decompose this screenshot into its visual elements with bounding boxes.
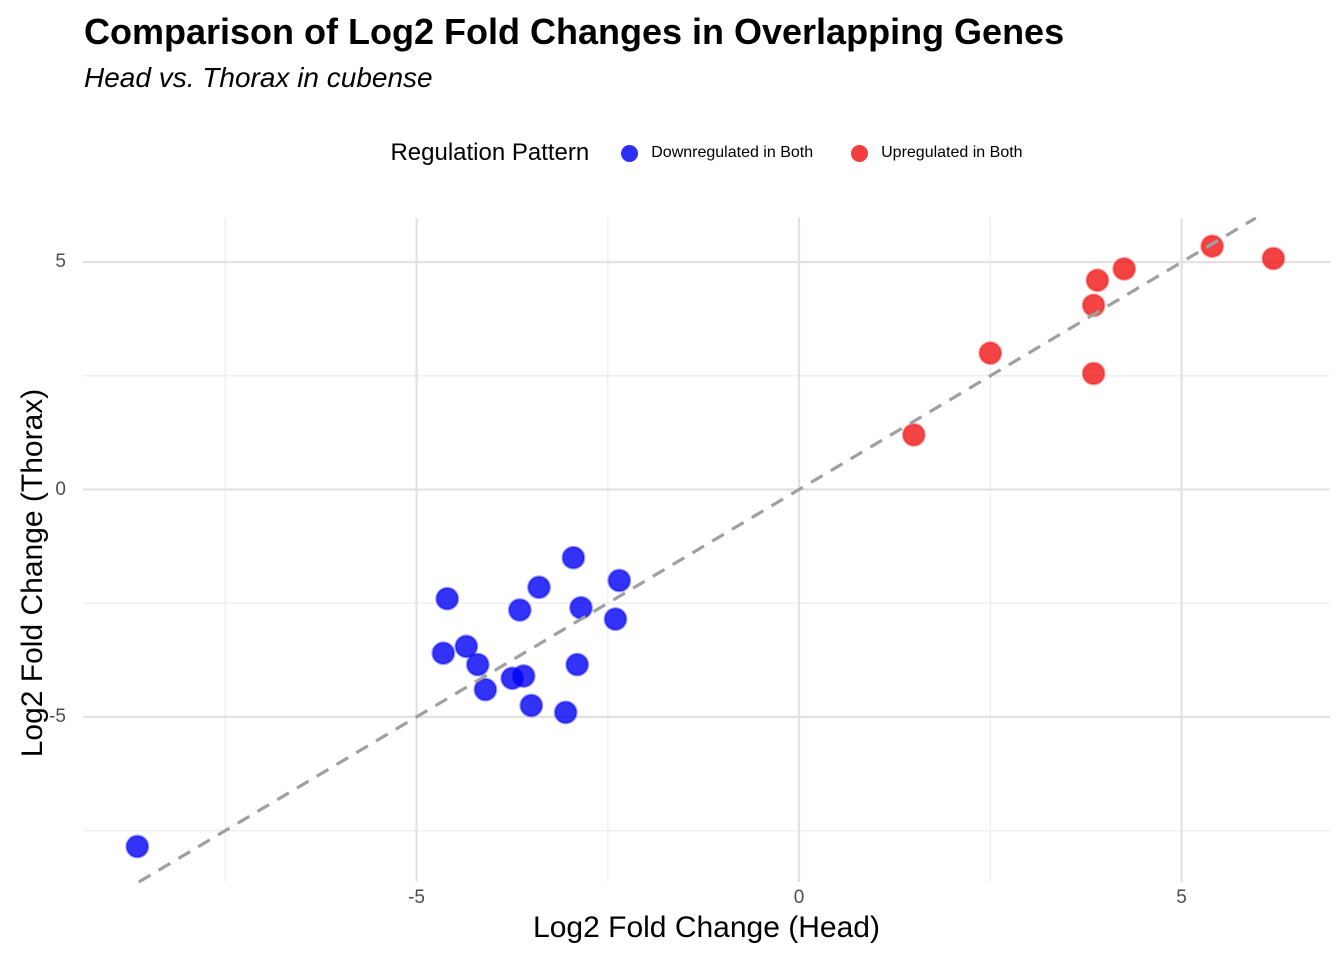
- chart-subtitle: Head vs. Thorax in cubense: [84, 62, 433, 93]
- y-axis-title: Log2 Fold Change (Thorax): [16, 388, 49, 758]
- data-point-downregulated: [435, 586, 460, 611]
- y-tick-label: 5: [55, 251, 66, 273]
- legend-item-upregulated: Upregulated in Both: [851, 144, 1023, 162]
- data-point-upregulated: [901, 422, 926, 447]
- legend-title: Regulation Pattern: [390, 139, 590, 166]
- data-point-downregulated: [473, 677, 498, 702]
- data-point-downregulated: [553, 700, 578, 725]
- legend: Regulation Pattern Downregulated in Both…: [83, 133, 1330, 173]
- legend-item-label: Upregulated in Both: [881, 144, 1023, 161]
- x-tick-label: 5: [1176, 887, 1187, 908]
- y-tick-label: 0: [55, 478, 66, 500]
- legend-dot-blue-icon: [621, 144, 639, 162]
- data-point-upregulated: [1261, 246, 1286, 271]
- data-point-downregulated: [125, 834, 150, 859]
- data-point-downregulated: [561, 545, 586, 570]
- data-point-downregulated: [465, 652, 490, 677]
- identity-reference-line: [138, 216, 1257, 884]
- data-point-upregulated: [1112, 256, 1137, 281]
- chart-title: Comparison of Log2 Fold Changes in Overl…: [84, 11, 1065, 52]
- x-tick-label: -5: [408, 887, 425, 908]
- legend-dot-red-icon: [851, 144, 869, 162]
- legend-item-label: Downregulated in Both: [651, 144, 814, 161]
- data-point-downregulated: [607, 568, 632, 593]
- data-point-upregulated: [1085, 268, 1110, 293]
- data-point-downregulated: [565, 652, 590, 677]
- data-point-upregulated: [978, 341, 1003, 366]
- data-point-upregulated: [1081, 361, 1106, 386]
- data-point-downregulated: [507, 598, 532, 623]
- data-point-downregulated: [454, 634, 479, 659]
- data-point-downregulated: [519, 693, 544, 718]
- x-tick-label: 0: [793, 887, 805, 908]
- data-point-downregulated: [511, 664, 536, 689]
- data-point-upregulated: [1200, 234, 1225, 259]
- x-axis-title: Log2 Fold Change (Head): [533, 911, 880, 944]
- y-tick-label: -5: [49, 705, 66, 727]
- data-point-downregulated: [569, 595, 594, 620]
- data-point-downregulated: [431, 641, 456, 666]
- data-point-downregulated: [603, 607, 628, 632]
- legend-item-downregulated: Downregulated in Both: [621, 144, 813, 162]
- data-point-downregulated: [527, 575, 552, 600]
